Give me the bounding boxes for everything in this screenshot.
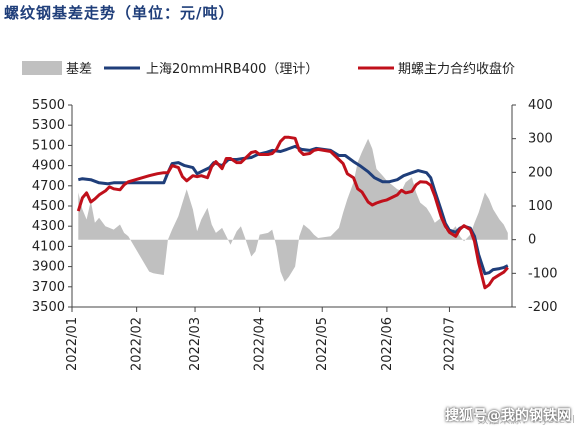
plot-area: 5500 5300 5100 4900 4700 4500 4300 4100 3900 3700… bbox=[32, 98, 558, 371]
left-tick-label: 4700 bbox=[32, 179, 65, 194]
left-tick-label: 4900 bbox=[32, 159, 65, 174]
right-tick-label: 0 bbox=[528, 233, 536, 248]
left-tick-label: 4500 bbox=[32, 199, 65, 214]
left-tick-label: 3900 bbox=[32, 260, 65, 275]
right-tick-label: 100 bbox=[528, 199, 553, 214]
legend-label-basis: 基差 bbox=[66, 62, 92, 77]
sohu-watermark: 搜狐号@我的钢铁网 bbox=[445, 408, 571, 424]
spot-price-line bbox=[77, 144, 509, 276]
x-tick-label: 2022/04 bbox=[253, 317, 268, 371]
basis-area bbox=[78, 138, 508, 282]
legend-label-futures: 期螺主力合约收盘价 bbox=[398, 61, 515, 77]
x-tick-label: 2022/03 bbox=[188, 317, 203, 371]
legend: 基差 上海20mmHRB400（理计） 期螺主力合约收盘价 bbox=[22, 61, 515, 77]
left-tick-label: 3500 bbox=[32, 300, 65, 315]
chart-title: 螺纹钢基差走势（单位：元/吨） bbox=[4, 4, 235, 22]
left-tick-label: 3700 bbox=[32, 280, 65, 295]
left-tick-label: 5300 bbox=[32, 118, 65, 133]
left-tick-label: 4300 bbox=[32, 219, 65, 234]
x-tick-label: 2022/06 bbox=[380, 317, 395, 371]
right-tick-label: -100 bbox=[528, 266, 558, 281]
futures-close-line bbox=[76, 135, 509, 290]
left-tick-label: 5100 bbox=[32, 138, 65, 153]
x-tick-label: 2022/07 bbox=[442, 317, 457, 371]
legend-swatch-basis bbox=[22, 61, 62, 75]
right-tick-label: 200 bbox=[528, 165, 553, 180]
left-tick-label: 4100 bbox=[32, 239, 65, 254]
right-tick-label: 300 bbox=[528, 132, 553, 147]
x-tick-label: 2022/05 bbox=[315, 317, 330, 371]
right-tick-label: -200 bbox=[528, 300, 558, 315]
x-tick-label: 2022/01 bbox=[65, 317, 80, 371]
source-watermark: 数据来源：Mysteel bbox=[477, 413, 575, 426]
left-tick-label: 5500 bbox=[32, 98, 65, 113]
right-tick-label: 400 bbox=[528, 98, 553, 113]
x-tick-label: 2022/02 bbox=[130, 317, 145, 371]
legend-label-spot: 上海20mmHRB400（理计） bbox=[146, 62, 318, 77]
